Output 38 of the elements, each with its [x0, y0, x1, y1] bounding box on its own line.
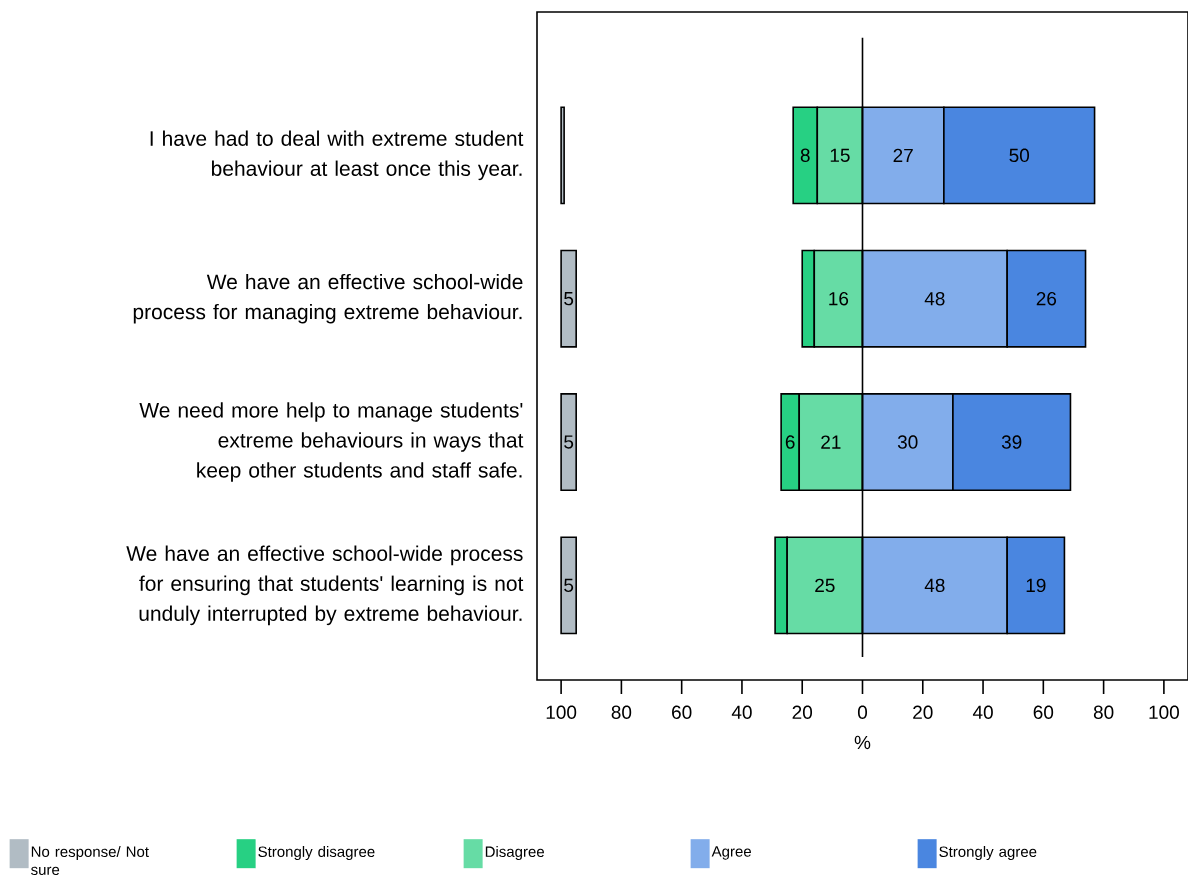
legend-label: No response/ Not sure	[31, 845, 149, 875]
x-tick-label: 80	[611, 705, 632, 719]
y-tick-label: We have an effective school-wide process for ensuring that students' learning is not unduly interrupted by extreme behaviour.	[126, 545, 524, 626]
x-tick-label: 40	[731, 705, 752, 719]
data-label: 26	[1036, 291, 1057, 306]
data-label: 5	[564, 578, 574, 593]
legend-label: Strongly agree	[939, 845, 1037, 860]
y-tick-label: We need more help to manage students' extreme behaviours in ways that keep other students and staff safe.	[139, 402, 524, 482]
y-tick-label: I have had to deal with extreme student behaviour at least once this year.	[150, 130, 524, 181]
data-label: 48	[924, 578, 945, 593]
y-tick-label: We have an effective school-wide process for managing extreme behaviour.	[133, 273, 523, 324]
x-tick-label: 60	[672, 705, 692, 719]
data-label: 5	[564, 292, 574, 306]
legend-label: Disagree	[485, 845, 544, 860]
x-tick-label: 20	[913, 705, 933, 719]
x-tick-label: 100	[1149, 705, 1179, 719]
data-label: 21	[821, 435, 841, 449]
data-label: 39	[1001, 435, 1022, 449]
data-label: 8	[800, 148, 810, 163]
legend-label: Agree	[711, 846, 751, 860]
x-tick-label: 0	[857, 705, 868, 719]
x-tick-label: 20	[792, 705, 813, 719]
data-label: 50	[1009, 148, 1030, 163]
data-label: 15	[830, 148, 850, 162]
data-label: 5	[564, 435, 574, 449]
data-label: 19	[1026, 578, 1046, 593]
x-axis-title: %	[854, 735, 871, 750]
data-label: 27	[893, 148, 913, 162]
x-tick-label: 80	[1093, 705, 1114, 719]
x-tick-label: 40	[972, 705, 993, 719]
data-label: 6	[785, 435, 795, 449]
data-label: 30	[897, 435, 918, 449]
data-label: 48	[924, 291, 945, 306]
data-label: 16	[829, 291, 849, 306]
legend-label: Strongly disagree	[258, 845, 375, 860]
data-label: 25	[815, 578, 835, 593]
x-tick-label: 60	[1033, 705, 1054, 719]
x-tick-label: 100	[546, 705, 577, 719]
